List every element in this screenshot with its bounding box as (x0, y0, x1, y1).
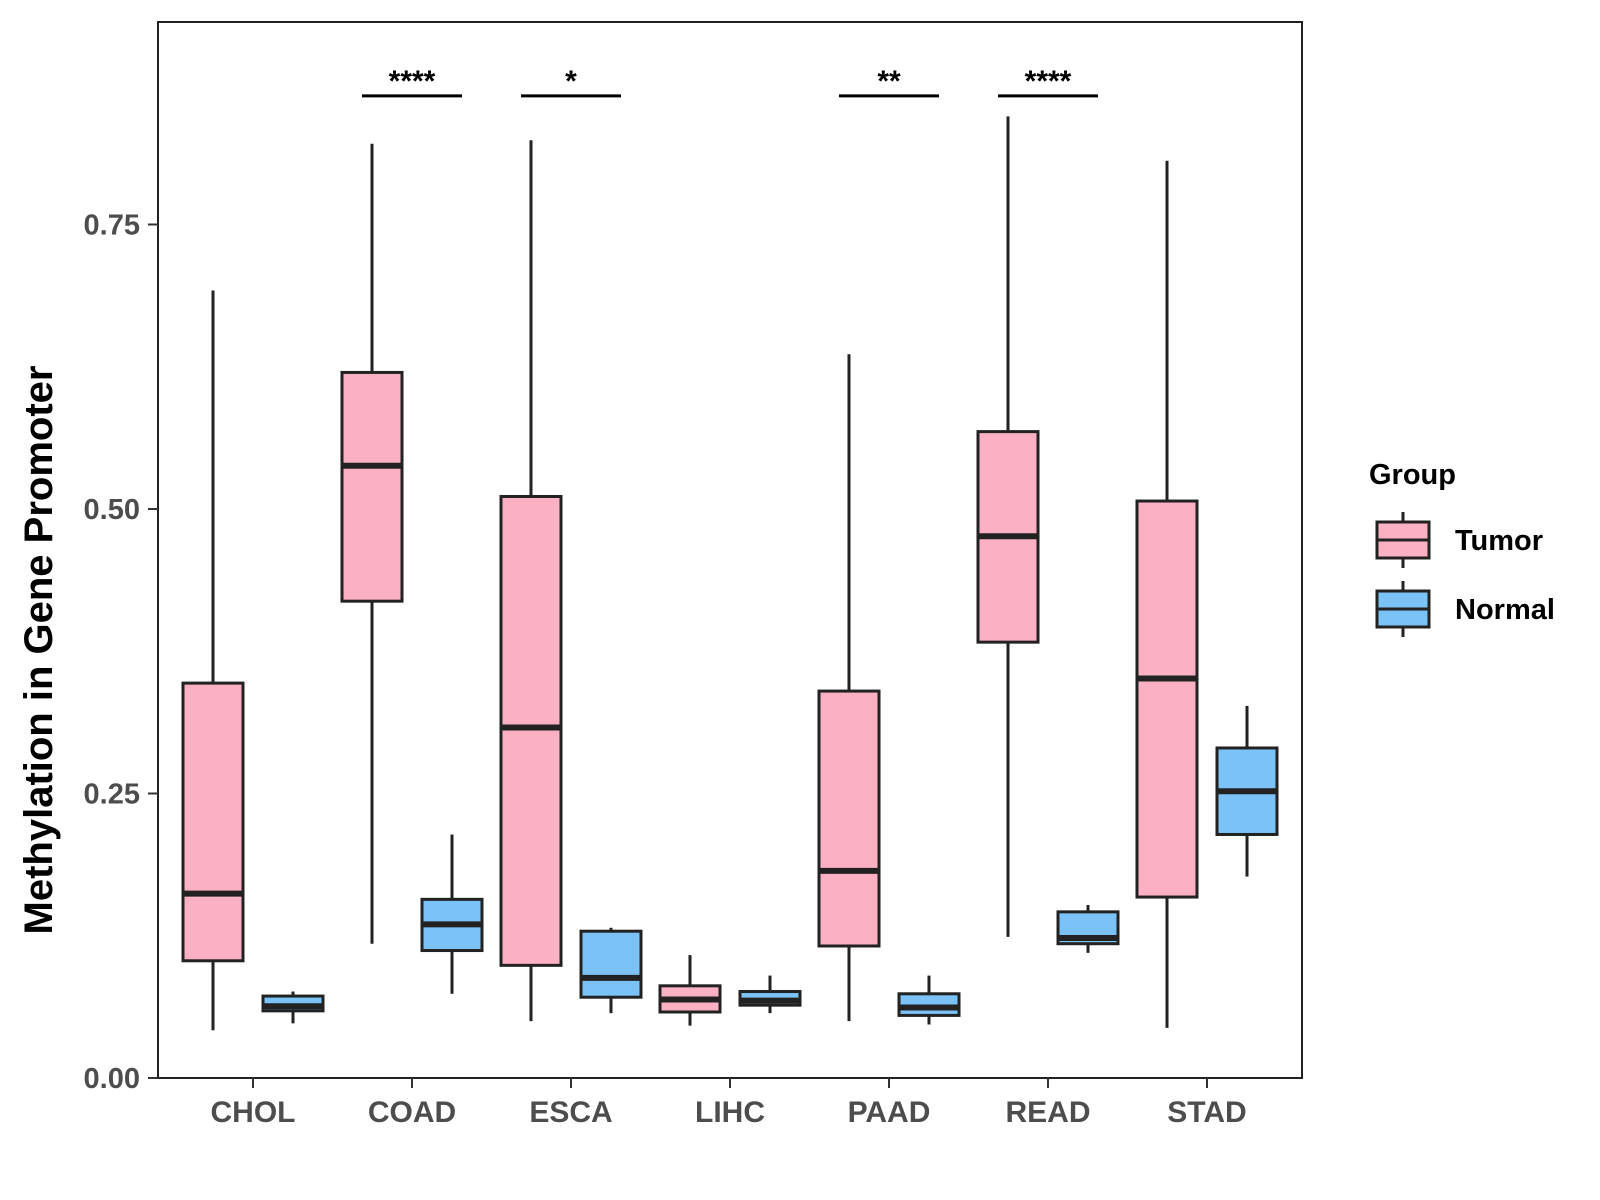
box-tumor-coad (340, 143, 404, 944)
panel-border (157, 21, 1303, 1079)
box-tumor-lihc (658, 955, 722, 1026)
box-tumor-stad (1135, 160, 1199, 1028)
x-tick-label: LIHC (695, 1096, 765, 1129)
y-tick-label: 0.00 (84, 1063, 140, 1095)
box-tumor-paad (817, 354, 881, 1022)
box-body (340, 370, 404, 603)
x-tick-label: PAAD (848, 1096, 931, 1129)
box-normal-stad (1215, 705, 1279, 877)
y-tick-label: 0.50 (84, 494, 140, 526)
y-tick-label: 0.25 (84, 779, 140, 811)
box-normal-read (1056, 905, 1120, 953)
legend: Group Tumor Normal (1369, 459, 1555, 637)
x-tick-label: CHOL (211, 1096, 296, 1129)
box-body (499, 494, 563, 967)
y-tick-label: 0.75 (84, 210, 140, 242)
box-normal-paad (897, 975, 961, 1025)
box-tumor-read (976, 116, 1040, 937)
box-body (181, 681, 245, 963)
box-body (579, 929, 643, 999)
legend-item-tumor: Tumor (1375, 512, 1543, 568)
significance-label: **** (1025, 65, 1072, 98)
significance-label: **** (389, 65, 436, 98)
box-normal-lihc (738, 975, 802, 1014)
legend-title: Group (1369, 459, 1456, 491)
box-tumor-chol (181, 290, 245, 1031)
legend-entries: Tumor Normal (1375, 512, 1555, 637)
box-body (817, 689, 881, 948)
box-normal-coad (420, 834, 484, 994)
box-normal-esca (579, 927, 643, 1014)
box-normal-chol (261, 991, 325, 1024)
legend-item-normal: Normal (1375, 581, 1555, 637)
legend-label: Tumor (1455, 525, 1543, 557)
box-tumor-esca (499, 140, 563, 1022)
plot-marks: 0.00 0.25 0.50 0.75 CHOL COAD ESCA LIHC PAAD READ… (84, 65, 1279, 1129)
significance-label: * (565, 65, 577, 98)
box-body (1135, 499, 1199, 899)
x-tick-label: STAD (1167, 1096, 1246, 1129)
x-tick-label: READ (1005, 1096, 1090, 1129)
x-tick-label: ESCA (529, 1096, 612, 1129)
legend-label: Normal (1455, 594, 1555, 626)
x-tick-label: COAD (368, 1096, 456, 1129)
significance-label: ** (877, 65, 901, 98)
y-axis-label: Methylation in Gene Promoter (17, 366, 61, 935)
